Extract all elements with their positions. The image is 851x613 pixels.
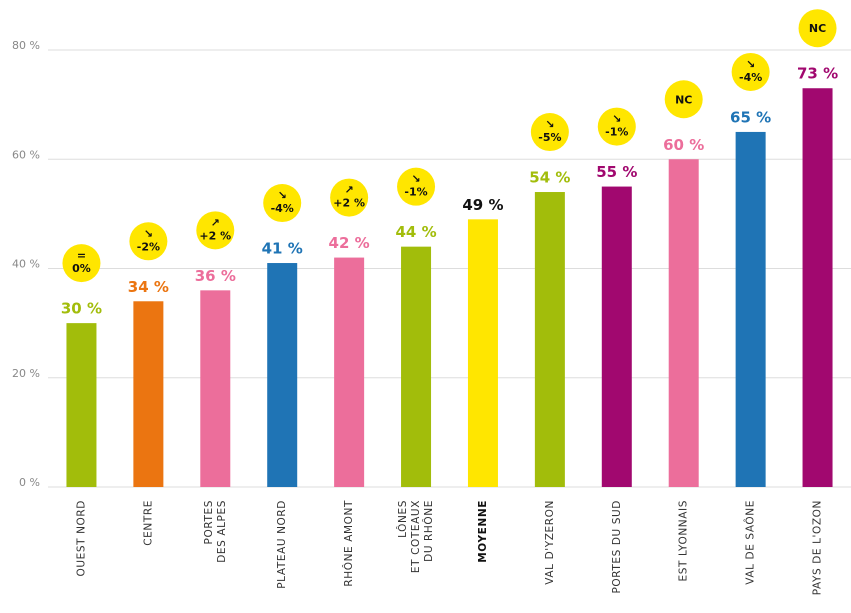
- badge: [664, 80, 703, 119]
- y-tick-label: 0 %: [19, 476, 40, 489]
- x-tick-label: DES ALPES: [216, 500, 228, 563]
- value-label: 49 %: [462, 196, 503, 214]
- badge-change: -4%: [739, 71, 762, 84]
- y-tick-label: 80 %: [12, 39, 40, 52]
- x-tick-label: RHÔNE AMONT: [342, 500, 355, 587]
- badge-arrow: =: [77, 249, 86, 262]
- bar: [467, 219, 498, 487]
- bar: [133, 301, 164, 487]
- badge: [129, 222, 168, 261]
- bar: [267, 263, 298, 487]
- bar: [735, 131, 766, 487]
- x-tick-label: VAL D'YZERON: [544, 500, 556, 585]
- value-label: 60 %: [663, 136, 704, 154]
- badge: [530, 113, 569, 152]
- value-label: 42 %: [329, 234, 370, 252]
- badge: [731, 52, 770, 91]
- value-label: 30 %: [61, 300, 102, 318]
- y-tick-label: 20 %: [12, 367, 40, 380]
- badge-arrow: ↘: [612, 113, 621, 126]
- bar: [601, 186, 632, 487]
- x-tick-label: VAL DE SAÔNE: [744, 500, 757, 585]
- bar: [668, 159, 699, 487]
- y-tick-label: 60 %: [12, 148, 40, 161]
- badge: [196, 211, 235, 250]
- bar: [401, 246, 432, 487]
- bar: [802, 88, 833, 488]
- x-tick-label: PORTES: [203, 500, 215, 544]
- x-tick-label: OUEST NORD: [75, 500, 87, 577]
- x-tick-label: EST LYONNAIS: [678, 500, 690, 581]
- x-tick-label: ET COTEAUX: [410, 500, 422, 573]
- value-label: 54 %: [529, 169, 570, 187]
- badge: [263, 184, 302, 223]
- x-tick-label: DU RHÔNE: [422, 500, 435, 562]
- y-tick-label: 40 %: [12, 258, 40, 271]
- value-label: 73 %: [797, 65, 838, 83]
- badge-change: -1%: [605, 126, 628, 139]
- badge: [330, 178, 369, 217]
- badge: [397, 167, 436, 206]
- badge-text: NC: [809, 22, 826, 35]
- value-label: 34 %: [128, 278, 169, 296]
- x-tick-label: PAYS DE L'OZON: [812, 500, 824, 595]
- badge: [798, 9, 837, 48]
- badge: [62, 244, 101, 283]
- bar: [66, 323, 97, 487]
- bar: [334, 257, 365, 487]
- badge: [597, 107, 636, 146]
- bar: [200, 290, 231, 487]
- badge-arrow: ↘: [144, 227, 153, 240]
- badge-change: -4%: [271, 202, 294, 215]
- badge-change: -1%: [404, 186, 427, 199]
- x-tick-label: MOYENNE: [477, 500, 489, 563]
- badge-arrow: ↗: [211, 216, 220, 229]
- x-tick-label: PLATEAU NORD: [276, 500, 288, 589]
- badge-arrow: ↘: [545, 118, 554, 131]
- bar: [534, 192, 565, 487]
- badge-change: -2%: [137, 240, 160, 253]
- badge-change: +2 %: [333, 197, 365, 210]
- badge-arrow: ↘: [746, 58, 755, 71]
- value-label: 65 %: [730, 108, 771, 126]
- badge-change: 0%: [72, 262, 91, 275]
- x-tick-label: PORTES DU SUD: [611, 500, 623, 594]
- badge-arrow: ↘: [278, 189, 287, 202]
- value-label: 36 %: [195, 267, 236, 285]
- value-label: 41 %: [262, 240, 303, 258]
- badge-change: -5%: [538, 131, 561, 144]
- value-label: 44 %: [395, 223, 436, 241]
- value-label: 55 %: [596, 163, 637, 181]
- badge-text: NC: [675, 93, 692, 106]
- x-tick-label: LÔNES: [396, 500, 409, 538]
- badge-arrow: ↘: [411, 173, 420, 186]
- x-tick-label: CENTRE: [142, 500, 154, 546]
- badge-change: +2 %: [199, 229, 231, 242]
- badge-arrow: ↗: [345, 184, 354, 197]
